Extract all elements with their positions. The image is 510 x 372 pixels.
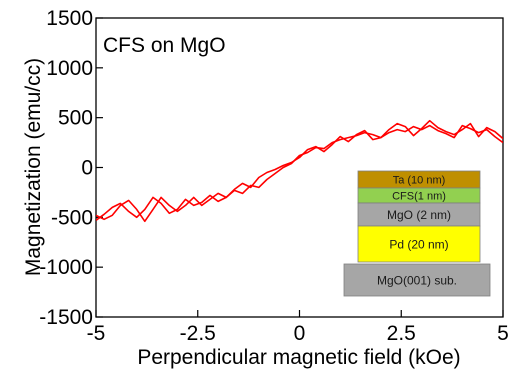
layer-label: Ta (10 nm) <box>393 174 446 186</box>
y-tick-label: 500 <box>58 107 93 130</box>
x-tick-label: -2.5 <box>180 322 216 345</box>
layer-label: MgO(001) sub. <box>377 273 457 287</box>
y-tick-label: -1000 <box>39 256 93 279</box>
layer-label: Pd (20 nm) <box>389 237 448 251</box>
axis-ticks: -5 -2.5 0 2.5 5 -1500 -1000 -500 0 500 1000 1500 <box>39 7 509 345</box>
chart-annotation: CFS on MgO <box>103 34 226 57</box>
layer-pd-20-nm <box>357 225 481 263</box>
x-tick-label: -5 <box>87 322 106 345</box>
x-tick-label: 0 <box>294 322 306 345</box>
series-line-2 <box>96 119 503 223</box>
series-line-1 <box>96 124 503 221</box>
y-tick-label: -500 <box>51 206 93 229</box>
x-tick-label: 2.5 <box>387 322 416 345</box>
x-axis-label: Perpendicular magnetic field (kOe) <box>137 346 460 369</box>
y-tick-label: -1500 <box>39 306 93 329</box>
y-tick-label: 1000 <box>46 57 93 80</box>
layer-mgo-001-sub <box>343 263 491 297</box>
y-tick-label: 1500 <box>46 7 93 30</box>
layer-label: CFS(1 nm) <box>392 190 446 202</box>
y-tick-label: 0 <box>81 157 93 180</box>
layer-label: MgO (2 nm) <box>387 208 451 222</box>
layer-stack-inset: Ta (10 nm) CFS(1 nm) MgO (2 nm) Pd (20 nm) M… <box>343 170 491 297</box>
data-series <box>96 119 503 223</box>
y-axis-label: Magnetization (emu/cc) <box>22 58 45 276</box>
x-tick-label: 5 <box>497 322 509 345</box>
